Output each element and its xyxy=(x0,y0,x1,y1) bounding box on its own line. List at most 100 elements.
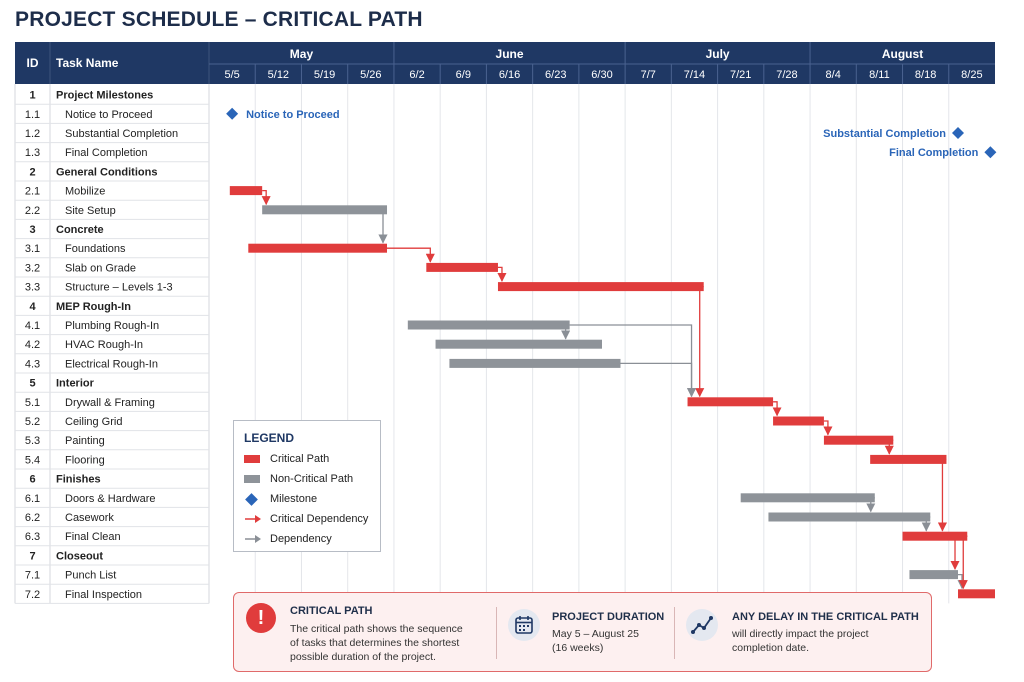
week-label: 5/12 xyxy=(268,69,289,81)
milestone-marker xyxy=(984,146,997,159)
task-id: 5.2 xyxy=(25,416,40,428)
critical-bar xyxy=(229,186,263,196)
week-label: 7/7 xyxy=(641,69,656,81)
critical-bar xyxy=(248,243,388,253)
task-id: 4.2 xyxy=(25,339,40,351)
week-label: 6/2 xyxy=(409,69,424,81)
task-name: Painting xyxy=(65,435,105,447)
week-label: 8/25 xyxy=(961,69,982,81)
legend-label-critical: Critical Path xyxy=(270,453,330,465)
critical-bar xyxy=(773,416,824,426)
task-id: 1 xyxy=(29,90,35,102)
task-name: Final Inspection xyxy=(65,589,142,601)
critical-swatch xyxy=(244,455,260,463)
noncritical-bar xyxy=(768,512,931,522)
group-name: Concrete xyxy=(56,224,104,236)
legend-label-critical-dependency: Critical Dependency xyxy=(270,513,369,525)
task-id: 4 xyxy=(29,301,36,313)
week-label: 6/16 xyxy=(499,69,520,81)
task-id: 1.3 xyxy=(25,147,40,159)
legend-title: LEGEND xyxy=(244,431,295,445)
week-label: 8/18 xyxy=(915,69,936,81)
task-id: 4.1 xyxy=(25,320,40,332)
task-id: 5 xyxy=(29,378,35,390)
critical-bar xyxy=(870,454,947,464)
delay-text: will directly impact the project complet… xyxy=(732,628,869,654)
critical-dependency-arrow xyxy=(772,401,782,417)
task-name: Flooring xyxy=(65,454,105,466)
task-name: Drywall & Framing xyxy=(65,397,155,409)
legend-label-milestone: Milestone xyxy=(270,493,318,505)
task-name: Final Clean xyxy=(65,531,121,543)
task-name: Doors & Hardware xyxy=(65,493,155,505)
info-footer: ! CRITICAL PATH The critical path shows … xyxy=(233,592,932,672)
milestone-label: Substantial Completion xyxy=(823,128,946,140)
task-id: 1.1 xyxy=(25,109,40,121)
critical-path-text: The critical path shows the sequence of … xyxy=(290,623,463,663)
noncritical-swatch xyxy=(244,475,260,483)
alert-icon: ! xyxy=(246,603,276,633)
month-label: August xyxy=(882,47,923,61)
task-id: 3.1 xyxy=(25,243,40,255)
critical-dependency-arrow xyxy=(387,247,435,263)
trend-chart-icon xyxy=(686,609,718,641)
task-name: Slab on Grade xyxy=(65,262,136,274)
task-id: 5.4 xyxy=(25,454,40,466)
task-name: Site Setup xyxy=(65,205,116,217)
legend-item-critical-dependency: Critical Dependency xyxy=(244,511,368,527)
task-name: Notice to Proceed xyxy=(65,109,152,121)
id-column-header: ID xyxy=(27,56,39,70)
legend-item-milestone: Milestone xyxy=(244,491,317,507)
week-label: 6/9 xyxy=(456,69,471,81)
calendar-icon xyxy=(508,609,540,641)
group-name: Interior xyxy=(56,378,95,390)
dependency-arrow xyxy=(957,573,967,590)
legend-label-noncritical: Non-Critical Path xyxy=(270,473,354,485)
gray-arrow-icon xyxy=(245,535,261,543)
week-label: 6/30 xyxy=(591,69,612,81)
milestone-marker xyxy=(952,127,965,139)
task-id: 3 xyxy=(29,224,35,236)
page-title: PROJECT SCHEDULE – CRITICAL PATH xyxy=(15,8,423,31)
task-name: Substantial Completion xyxy=(65,128,178,140)
critical-bar xyxy=(497,282,704,292)
delay-heading: ANY DELAY IN THE CRITICAL PATH xyxy=(732,611,919,623)
task-name: Ceiling Grid xyxy=(65,416,122,428)
duration-text: May 5 – August 25 (16 weeks) xyxy=(552,628,639,654)
critical-bar xyxy=(902,531,968,541)
critical-bar xyxy=(426,262,498,272)
noncritical-bar xyxy=(407,320,570,330)
legend-item-dependency: Dependency xyxy=(244,531,332,547)
task-id: 3.3 xyxy=(25,282,40,294)
task-name: Final Completion xyxy=(65,147,148,159)
task-name: Plumbing Rough-In xyxy=(65,320,159,332)
week-label: 7/14 xyxy=(684,69,705,81)
critical-bar xyxy=(958,589,995,599)
duration-heading: PROJECT DURATION xyxy=(552,611,665,623)
milestone-label: Final Completion xyxy=(889,147,979,159)
milestone-diamond-icon xyxy=(245,492,258,506)
milestone-label: Notice to Proceed xyxy=(246,109,340,121)
critical-bar xyxy=(823,435,894,445)
month-label: June xyxy=(496,47,524,61)
task-id: 2.2 xyxy=(25,205,40,217)
critical-bar xyxy=(687,397,774,407)
dependency-arrow xyxy=(378,209,388,244)
red-arrow-icon xyxy=(245,515,261,523)
noncritical-bar xyxy=(909,570,959,580)
critical-path-heading: CRITICAL PATH xyxy=(290,605,373,617)
week-label: 5/26 xyxy=(360,69,381,81)
task-name: Structure – Levels 1-3 xyxy=(65,282,173,294)
task-column-header: Task Name xyxy=(56,56,119,70)
task-id: 6 xyxy=(29,474,35,486)
group-name: MEP Rough-In xyxy=(56,301,131,313)
task-id: 5.1 xyxy=(25,397,40,409)
task-id: 3.2 xyxy=(25,262,40,274)
task-id: 7 xyxy=(29,550,35,562)
noncritical-bar xyxy=(740,493,875,503)
critical-path-note: ! CRITICAL PATH The critical path shows … xyxy=(234,593,494,671)
task-id: 5.3 xyxy=(25,435,40,447)
week-label: 6/23 xyxy=(545,69,566,81)
task-name: HVAC Rough-In xyxy=(65,339,143,351)
